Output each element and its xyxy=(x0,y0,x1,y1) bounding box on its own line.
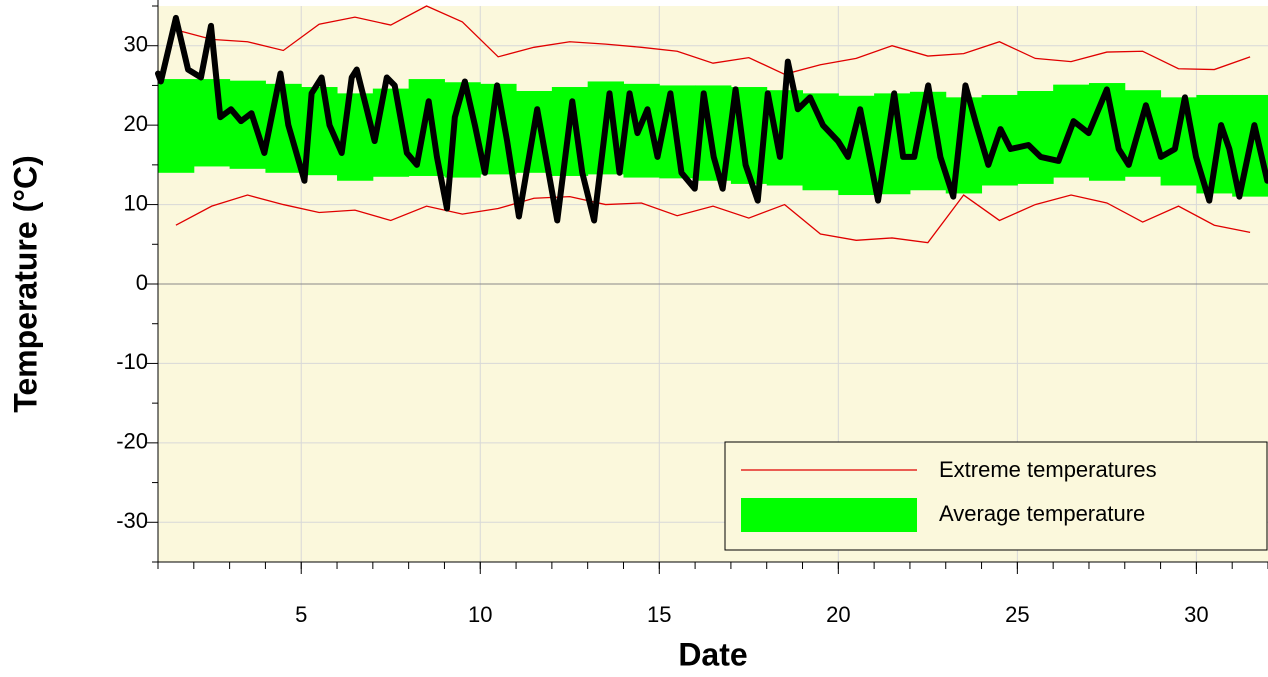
average-band xyxy=(229,80,266,169)
temperature-line xyxy=(155,14,1268,224)
y-tick-label: -20 xyxy=(116,429,148,454)
y-tick-label: 0 xyxy=(136,270,148,295)
average-band xyxy=(1017,90,1054,184)
legend-swatch xyxy=(741,498,917,532)
x-tick-label: 30 xyxy=(1184,602,1208,627)
y-tick-label: 30 xyxy=(124,32,148,57)
extreme-line xyxy=(175,194,1251,244)
average-band xyxy=(193,79,231,167)
y-axis-title: Temperature (°C) xyxy=(7,155,43,413)
y-tick-label: 10 xyxy=(124,190,148,215)
x-tick-label: 10 xyxy=(468,602,492,627)
y-tick-label: -10 xyxy=(116,349,148,374)
legend-label: Extreme temperatures xyxy=(939,457,1157,482)
y-tick-label: 20 xyxy=(124,111,148,136)
x-tick-label: 5 xyxy=(295,602,307,627)
x-axis-title: Date xyxy=(678,636,747,672)
extreme-line xyxy=(175,5,1251,75)
average-band xyxy=(802,93,839,191)
x-tick-label: 15 xyxy=(647,602,671,627)
legend-label: Average temperature xyxy=(939,501,1145,526)
legend: Extreme temperatures Average temperature xyxy=(724,441,1268,551)
x-tick-label: 20 xyxy=(826,602,850,627)
x-tick-label: 25 xyxy=(1005,602,1029,627)
average-band xyxy=(158,79,195,173)
y-tick-label: -30 xyxy=(116,508,148,533)
